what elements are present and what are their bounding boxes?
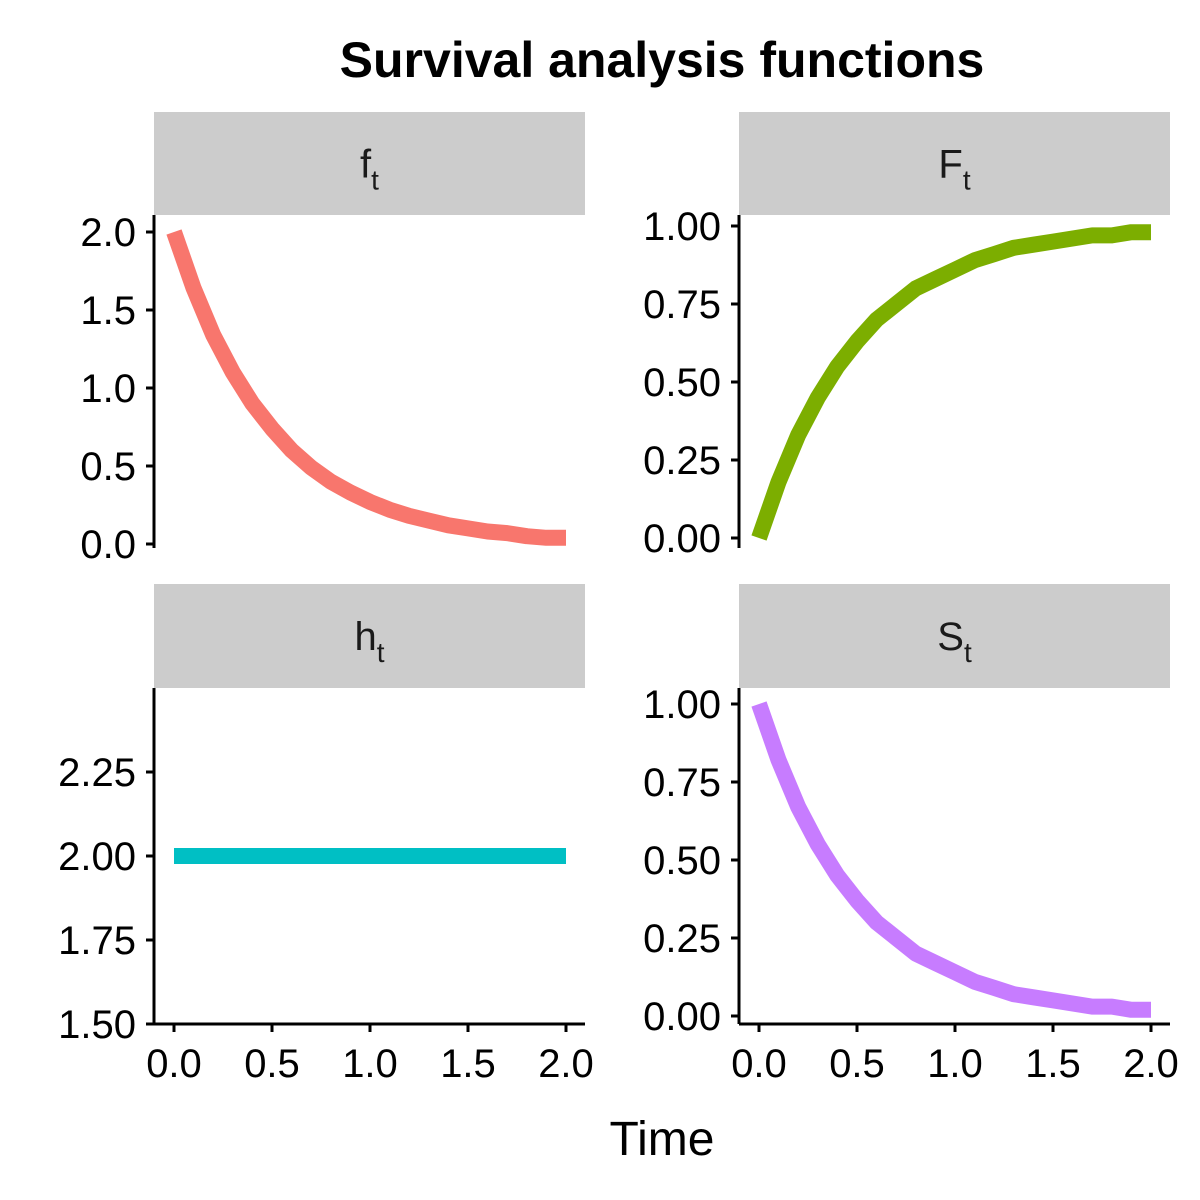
x-tick-label-S: 2.0: [1123, 1042, 1179, 1086]
y-tick-label-f: 1.0: [80, 367, 136, 411]
chart-title: Survival analysis functions: [340, 32, 985, 88]
y-tick-label-f: 0.5: [80, 445, 136, 489]
x-tick-label-h: 0.5: [244, 1042, 300, 1086]
strip-label-h: ht: [354, 615, 384, 668]
panel-h: ht 1.50 1.75 2.00 2.25 0.0 0.5 1.0 1.5 2.0: [58, 584, 594, 1086]
y-tick-label-F: 0.50: [643, 361, 721, 405]
y-tick-label-F: 0.75: [643, 283, 721, 327]
strip-label-main: h: [354, 615, 376, 659]
strip-F: [739, 112, 1170, 215]
strip-label-S: St: [937, 615, 972, 668]
strip-label-sub: t: [964, 637, 972, 668]
x-tick-label-h: 1.5: [440, 1042, 496, 1086]
strip-label-main: f: [360, 143, 372, 187]
x-tick-label-S: 1.0: [927, 1042, 983, 1086]
strip-label-main: F: [938, 143, 962, 187]
y-tick-label-F: 0.25: [643, 439, 721, 483]
series-line-F: [751, 224, 1151, 541]
strip-label-sub: t: [963, 165, 971, 196]
x-axis-label: Time: [610, 1113, 715, 1166]
series-line-S: [751, 701, 1151, 1018]
y-tick-label-h: 2.25: [58, 751, 136, 795]
y-tick-label-F: 0.00: [643, 517, 721, 561]
panel-S: St 0.00 0.25 0.50 0.75 1.00 0.0 0.5 1.0 1.5 2.0: [643, 584, 1179, 1086]
x-tick-label-S: 1.5: [1025, 1042, 1081, 1086]
strip-S: [739, 584, 1170, 688]
strip-label-sub: t: [377, 637, 385, 668]
y-tick-label-S: 0.75: [643, 761, 721, 805]
facet-panels: ft0.00.51.01.52.0Ft0.000.250.500.751.00h…: [58, 112, 1179, 1086]
strip-label-sub: t: [371, 165, 379, 196]
x-tick-label-h: 0.0: [146, 1042, 202, 1086]
y-tick-label-h: 1.50: [58, 1003, 136, 1047]
y-tick-label-h: 2.00: [58, 835, 136, 879]
y-tick-label-S: 0.25: [643, 917, 721, 961]
x-tick-label-h: 1.0: [342, 1042, 398, 1086]
series-line-f: [166, 229, 566, 546]
y-tick-label-S: 0.00: [643, 995, 721, 1039]
y-tick-label-f: 0.0: [80, 523, 136, 567]
y-tick-label-h: 1.75: [58, 919, 136, 963]
y-tick-label-S: 1.00: [643, 683, 721, 727]
y-tick-label-f: 2.0: [80, 211, 136, 255]
strip-f: [154, 112, 585, 215]
panel-F: Ft 0.00 0.25 0.50 0.75 1.00: [643, 112, 1170, 561]
panel-f: ft 0.0 0.5 1.0 1.5 2.0: [80, 112, 585, 567]
strip-label-F: Ft: [938, 143, 970, 196]
strip-label-f: ft: [360, 143, 379, 196]
y-tick-label-S: 0.50: [643, 839, 721, 883]
y-tick-label-F: 1.00: [643, 205, 721, 249]
y-tick-label-f: 1.5: [80, 289, 136, 333]
x-tick-label-S: 0.5: [829, 1042, 885, 1086]
x-tick-label-S: 0.0: [731, 1042, 787, 1086]
x-tick-label-h: 2.0: [538, 1042, 594, 1086]
strip-label-main: S: [937, 615, 964, 659]
strip-h: [154, 584, 585, 688]
